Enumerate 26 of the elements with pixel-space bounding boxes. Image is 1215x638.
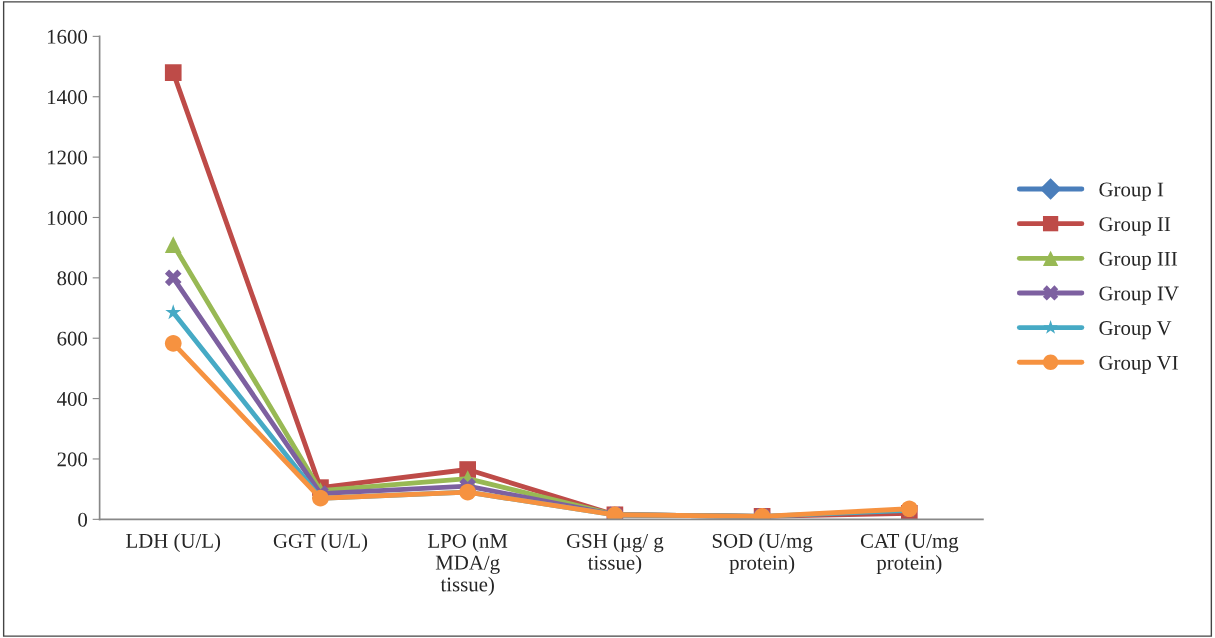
x-tick-label: LDH (U/L) <box>126 533 221 553</box>
x-tick-label: LPO (nM MDA/g tissue) <box>428 533 508 596</box>
y-tick-label: 0 <box>78 512 88 527</box>
y-tick-label: 200 <box>57 452 88 467</box>
legend-label: Group IV <box>1099 286 1179 305</box>
x-tick-label: SOD (U/mg protein) <box>712 533 813 574</box>
legend-label: Group II <box>1099 217 1171 236</box>
point <box>164 335 182 352</box>
point <box>164 64 182 81</box>
y-tick-label: 1600 <box>47 29 88 44</box>
y-tick-label: 400 <box>56 391 88 407</box>
y-tick-label: 600 <box>57 331 88 346</box>
legend-label: Group I <box>1099 182 1164 201</box>
point <box>164 236 182 253</box>
x-tick-label: CAT (U/mg protein) <box>860 533 959 574</box>
y-tick-label: 1000 <box>47 210 88 225</box>
y-tick-label: 1400 <box>47 90 88 105</box>
x-tick-label: GSH (µg/ g tissue) <box>566 533 664 574</box>
point <box>164 269 182 287</box>
legend-label: Group VI <box>1099 355 1178 374</box>
legend-label: Group V <box>1099 321 1172 340</box>
point <box>165 304 182 320</box>
y-tick-label: 1200 <box>47 150 88 165</box>
legend-label: Group III <box>1099 251 1178 271</box>
x-tick-label: GGT (U/L) <box>273 533 368 553</box>
y-tick-label: 800 <box>57 271 88 286</box>
